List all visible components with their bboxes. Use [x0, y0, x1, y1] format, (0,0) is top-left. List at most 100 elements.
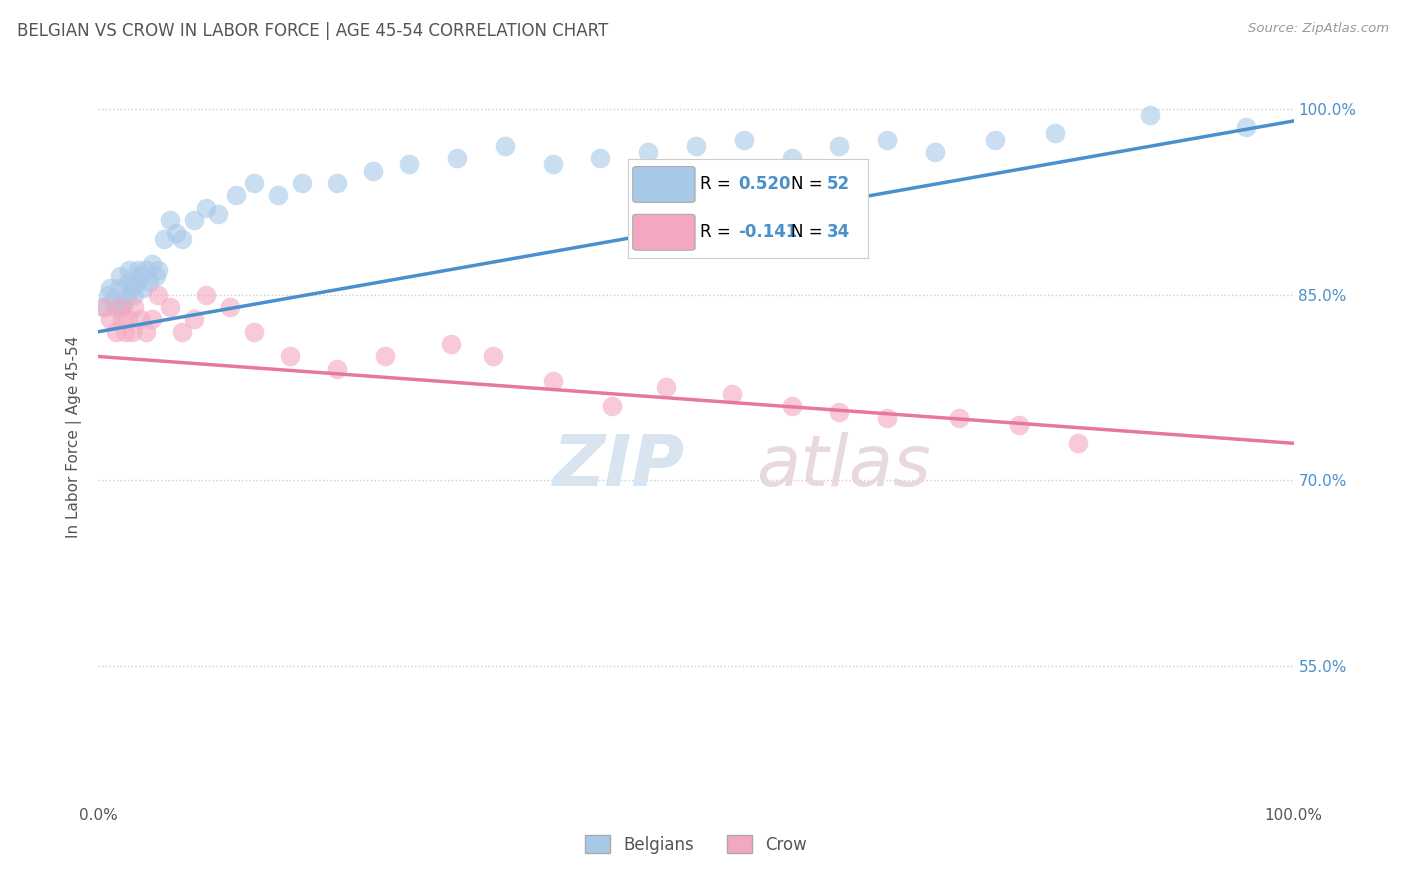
- Point: [1008, 417, 1031, 432]
- Point: [1043, 126, 1066, 140]
- Point: [243, 325, 266, 339]
- Point: [124, 300, 146, 314]
- Point: [98, 312, 122, 326]
- Point: [127, 262, 149, 277]
- Text: 0.520: 0.520: [738, 176, 790, 194]
- Legend: Belgians, Crow: Belgians, Crow: [578, 829, 814, 860]
- Text: Source: ZipAtlas.com: Source: ZipAtlas.com: [1249, 22, 1389, 36]
- Point: [207, 207, 229, 221]
- Point: [129, 268, 152, 283]
- Point: [291, 176, 314, 190]
- Point: [114, 293, 136, 308]
- Point: [219, 300, 242, 314]
- Point: [105, 300, 128, 314]
- Point: [225, 188, 247, 202]
- Point: [115, 287, 138, 301]
- Point: [278, 350, 301, 364]
- Point: [602, 399, 624, 413]
- Point: [780, 151, 803, 165]
- Point: [93, 300, 115, 314]
- Point: [121, 281, 143, 295]
- Text: N =: N =: [792, 176, 828, 194]
- Point: [363, 163, 385, 178]
- Text: atlas: atlas: [756, 432, 931, 500]
- Point: [141, 256, 163, 270]
- Point: [948, 411, 970, 425]
- Point: [637, 145, 659, 159]
- Text: -0.141: -0.141: [738, 223, 797, 241]
- Point: [721, 386, 744, 401]
- Point: [183, 213, 205, 227]
- Point: [984, 132, 1007, 146]
- Point: [326, 176, 349, 190]
- Point: [195, 201, 218, 215]
- Point: [1067, 436, 1090, 450]
- Point: [148, 262, 170, 277]
- Point: [828, 405, 851, 419]
- Point: [828, 138, 851, 153]
- Point: [97, 287, 120, 301]
- Point: [195, 287, 218, 301]
- Point: [876, 132, 898, 146]
- Text: ZIP: ZIP: [553, 432, 685, 500]
- Point: [105, 325, 128, 339]
- FancyBboxPatch shape: [633, 167, 695, 202]
- Point: [589, 151, 612, 165]
- Point: [159, 213, 181, 227]
- Text: 52: 52: [827, 176, 851, 194]
- Point: [267, 188, 290, 202]
- Point: [138, 275, 160, 289]
- Point: [655, 380, 678, 394]
- Point: [125, 275, 148, 289]
- Point: [685, 138, 707, 153]
- Point: [101, 293, 124, 308]
- Text: R =: R =: [700, 223, 735, 241]
- Point: [481, 350, 505, 364]
- Point: [440, 337, 463, 351]
- Point: [165, 226, 187, 240]
- Point: [135, 325, 157, 339]
- Point: [374, 350, 396, 364]
- Point: [924, 145, 946, 159]
- Point: [876, 411, 898, 425]
- Point: [326, 362, 349, 376]
- Point: [145, 268, 167, 283]
- Point: [446, 151, 468, 165]
- Point: [93, 300, 115, 314]
- Point: [243, 176, 266, 190]
- Point: [111, 300, 134, 314]
- Point: [98, 281, 122, 295]
- Point: [494, 138, 516, 153]
- Point: [135, 262, 157, 277]
- Point: [124, 287, 146, 301]
- Point: [131, 281, 153, 295]
- Point: [148, 287, 170, 301]
- Text: BELGIAN VS CROW IN LABOR FORCE | AGE 45-54 CORRELATION CHART: BELGIAN VS CROW IN LABOR FORCE | AGE 45-…: [17, 22, 609, 40]
- Point: [1234, 120, 1257, 135]
- Text: 34: 34: [827, 223, 851, 241]
- Point: [153, 232, 176, 246]
- Point: [541, 374, 564, 388]
- Point: [172, 325, 194, 339]
- Point: [129, 312, 152, 326]
- Point: [541, 157, 564, 171]
- Point: [108, 268, 131, 283]
- Point: [108, 300, 131, 314]
- Point: [141, 312, 163, 326]
- Point: [114, 325, 136, 339]
- Point: [121, 325, 143, 339]
- Point: [117, 275, 139, 289]
- Text: R =: R =: [700, 176, 735, 194]
- Point: [159, 300, 181, 314]
- Point: [780, 399, 803, 413]
- Point: [398, 157, 420, 171]
- Y-axis label: In Labor Force | Age 45-54: In Labor Force | Age 45-54: [66, 336, 83, 538]
- Point: [107, 281, 129, 295]
- Point: [111, 312, 134, 326]
- Text: N =: N =: [792, 223, 828, 241]
- Point: [733, 132, 755, 146]
- Point: [172, 232, 194, 246]
- Point: [1139, 108, 1161, 122]
- Point: [117, 312, 139, 326]
- Point: [118, 262, 141, 277]
